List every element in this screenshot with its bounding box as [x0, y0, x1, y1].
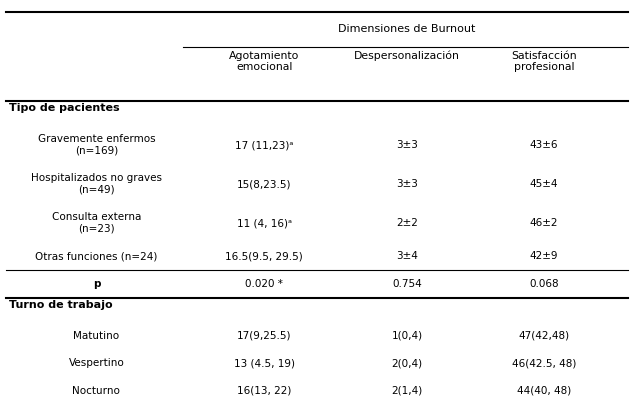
- Text: Despersonalización: Despersonalización: [354, 51, 460, 61]
- Text: 3±3: 3±3: [396, 179, 418, 189]
- Text: 13 (4.5, 19): 13 (4.5, 19): [234, 358, 295, 368]
- Text: 45±4: 45±4: [529, 179, 558, 189]
- Text: Tipo de pacientes: Tipo de pacientes: [10, 103, 120, 113]
- Text: 43±6: 43±6: [529, 140, 558, 150]
- Text: Otras funciones (n=24): Otras funciones (n=24): [36, 251, 158, 261]
- Text: 11 (4, 16)ᵃ: 11 (4, 16)ᵃ: [236, 218, 292, 228]
- Text: 17 (11,23)ᵃ: 17 (11,23)ᵃ: [235, 140, 294, 150]
- Text: 46±2: 46±2: [529, 218, 558, 228]
- Text: p: p: [93, 279, 100, 289]
- Text: 17(9,25.5): 17(9,25.5): [237, 331, 292, 341]
- Text: 1(0,4): 1(0,4): [392, 331, 423, 341]
- Text: 0.020 *: 0.020 *: [245, 279, 283, 289]
- Text: 47(42,48): 47(42,48): [518, 331, 569, 341]
- Text: 3±4: 3±4: [396, 251, 418, 261]
- Text: 16(13, 22): 16(13, 22): [237, 386, 292, 396]
- Text: 15(8,23.5): 15(8,23.5): [237, 179, 292, 189]
- Text: Agotamiento
emocional: Agotamiento emocional: [229, 51, 299, 72]
- Text: Satisfacción
profesional: Satisfacción profesional: [511, 51, 576, 72]
- Text: 2±2: 2±2: [396, 218, 418, 228]
- Text: Gravemente enfermos
(n=169): Gravemente enfermos (n=169): [37, 135, 155, 156]
- Text: 42±9: 42±9: [529, 251, 558, 261]
- Text: Consulta externa
(n=23): Consulta externa (n=23): [52, 213, 141, 234]
- Text: 2(0,4): 2(0,4): [392, 358, 423, 368]
- Text: 3±3: 3±3: [396, 140, 418, 150]
- Text: Dimensiones de Burnout: Dimensiones de Burnout: [339, 24, 476, 34]
- Text: Hospitalizados no graves
(n=49): Hospitalizados no graves (n=49): [31, 174, 162, 195]
- Text: Nocturno: Nocturno: [72, 386, 120, 396]
- Text: 46(42.5, 48): 46(42.5, 48): [512, 358, 576, 368]
- Text: 2(1,4): 2(1,4): [391, 386, 423, 396]
- Text: 44(40, 48): 44(40, 48): [517, 386, 571, 396]
- Text: Matutino: Matutino: [74, 331, 119, 341]
- Text: 16.5(9.5, 29.5): 16.5(9.5, 29.5): [225, 251, 303, 261]
- Text: Vespertino: Vespertino: [68, 358, 124, 368]
- Text: 0.068: 0.068: [529, 279, 559, 289]
- Text: Turno de trabajo: Turno de trabajo: [10, 300, 113, 310]
- Text: 0.754: 0.754: [392, 279, 422, 289]
